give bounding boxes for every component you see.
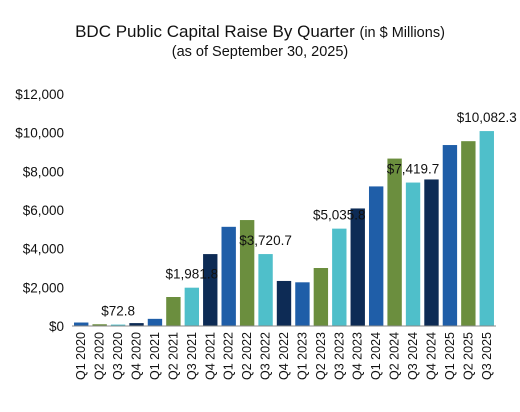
x-tick-label: Q4 2021 xyxy=(203,332,217,380)
bar xyxy=(405,182,421,326)
x-tick-label: Q3 2022 xyxy=(259,332,273,380)
bar xyxy=(295,282,310,326)
x-tick-label: Q2 2021 xyxy=(166,332,180,380)
data-label: $5,035.8 xyxy=(313,208,366,223)
bar xyxy=(92,324,107,326)
chart-title: BDC Public Capital Raise By Quarter (in … xyxy=(0,22,520,42)
bars xyxy=(74,131,494,326)
x-tick-label: Q3 2020 xyxy=(111,332,125,380)
bar xyxy=(479,131,494,326)
bar xyxy=(110,324,126,326)
x-tick-label: Q3 2021 xyxy=(185,332,199,380)
x-tick-label: Q1 2020 xyxy=(74,332,88,380)
y-tick-label: $12,000 xyxy=(15,87,64,102)
x-tick-label: Q2 2025 xyxy=(461,332,475,380)
x-tick-label: Q1 2021 xyxy=(148,332,162,380)
bar xyxy=(276,280,292,326)
bar xyxy=(147,318,163,326)
data-labels: $72.8 $1,981.8 $3,720.7 $5,035.8 $7,419.7 $10… xyxy=(101,110,517,319)
bar xyxy=(239,220,255,326)
x-tick-label: Q4 2022 xyxy=(277,332,291,380)
bar xyxy=(368,186,384,326)
bar xyxy=(313,268,329,326)
data-label: $10,082.3 xyxy=(457,110,517,125)
y-tick-label: $6,000 xyxy=(23,203,64,218)
x-tick-label: Q1 2025 xyxy=(443,332,457,380)
x-axis: Q1 2020 Q2 2020 Q3 2020 Q4 2020 Q1 2021 Q2 20… xyxy=(72,325,496,380)
y-tick-label: $8,000 xyxy=(23,164,64,179)
bar xyxy=(166,297,181,326)
bar xyxy=(442,145,458,326)
data-label: $72.8 xyxy=(101,304,135,319)
bar xyxy=(332,228,347,326)
x-tick-label: Q4 2024 xyxy=(424,332,438,380)
x-tick-label: Q2 2022 xyxy=(240,332,254,380)
x-tick-label: Q3 2024 xyxy=(406,332,420,380)
x-tick-label: Q2 2023 xyxy=(314,332,328,380)
bar xyxy=(424,179,439,326)
bar xyxy=(461,141,476,326)
chart-subtitle: (as of September 30, 2025) xyxy=(171,44,349,60)
x-tick-label: Q3 2023 xyxy=(332,332,346,380)
chart-title-main: BDC Public Capital Raise By Quarter xyxy=(75,22,355,41)
x-tick-label: Q1 2024 xyxy=(369,332,383,380)
x-tick-label: Q1 2022 xyxy=(222,332,236,380)
x-tick-label: Q4 2023 xyxy=(351,332,365,380)
bar xyxy=(184,287,200,326)
x-tick-label: Q3 2025 xyxy=(480,332,494,380)
chart-title-units: (in $ Millions) xyxy=(359,25,445,41)
bar xyxy=(74,322,89,326)
x-tick-label: Q4 2020 xyxy=(130,332,144,380)
bar xyxy=(129,323,144,326)
x-tick-label: Q2 2020 xyxy=(93,332,107,380)
y-tick-label: $0 xyxy=(49,319,64,334)
bar xyxy=(387,158,402,326)
y-axis: $0 $2,000 $4,000 $6,000 $8,000 $10,000 $12,000 xyxy=(15,87,64,334)
y-tick-label: $4,000 xyxy=(23,242,64,257)
bar xyxy=(258,254,273,326)
data-label: $7,419.7 xyxy=(387,162,440,177)
bar xyxy=(350,208,365,326)
bar xyxy=(203,254,218,326)
y-tick-label: $10,000 xyxy=(15,126,64,141)
data-label: $3,720.7 xyxy=(239,233,292,248)
x-tick-label: Q2 2024 xyxy=(388,332,402,380)
x-tick-label: Q1 2023 xyxy=(295,332,309,380)
data-label: $1,981.8 xyxy=(166,267,219,282)
bar xyxy=(221,226,236,326)
y-tick-label: $2,000 xyxy=(23,280,64,295)
